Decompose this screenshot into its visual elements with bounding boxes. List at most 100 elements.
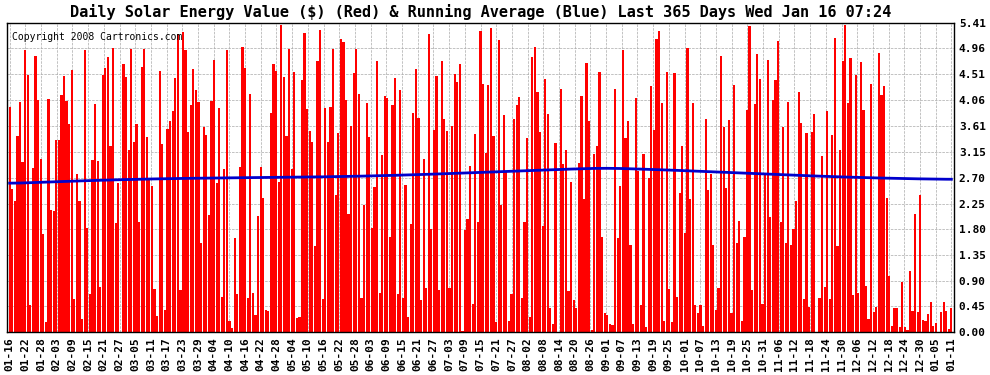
Bar [107, 57, 109, 332]
Bar [262, 198, 264, 332]
Bar [647, 178, 649, 332]
Bar [619, 186, 622, 332]
Bar [896, 308, 898, 332]
Bar [184, 50, 187, 332]
Bar [11, 189, 13, 332]
Bar [174, 78, 176, 332]
Bar [521, 298, 523, 332]
Bar [166, 129, 168, 332]
Bar [453, 74, 455, 332]
Bar [652, 130, 655, 332]
Bar [940, 312, 942, 332]
Bar [407, 317, 409, 332]
Bar [78, 201, 80, 332]
Bar [736, 243, 738, 332]
Bar [133, 142, 135, 332]
Bar [588, 121, 590, 332]
Bar [606, 315, 609, 332]
Bar [950, 308, 952, 332]
Bar [947, 330, 949, 332]
Bar [456, 82, 458, 332]
Bar [743, 237, 745, 332]
Bar [824, 287, 826, 332]
Bar [857, 293, 859, 332]
Bar [774, 80, 776, 332]
Bar [249, 94, 251, 332]
Bar [247, 298, 248, 332]
Bar [821, 156, 823, 332]
Bar [593, 154, 595, 332]
Bar [304, 33, 306, 332]
Bar [466, 219, 468, 332]
Bar [234, 238, 236, 332]
Bar [81, 319, 83, 332]
Bar [601, 237, 603, 332]
Bar [800, 123, 803, 332]
Bar [492, 136, 495, 332]
Bar [433, 130, 435, 332]
Bar [187, 132, 189, 332]
Bar [534, 47, 536, 332]
Bar [813, 114, 816, 332]
Bar [524, 222, 526, 332]
Bar [849, 58, 851, 332]
Bar [591, 330, 593, 332]
Bar [883, 87, 885, 332]
Bar [761, 304, 763, 332]
Bar [684, 233, 686, 332]
Bar [909, 271, 911, 332]
Bar [301, 80, 303, 332]
Bar [60, 95, 62, 332]
Bar [844, 25, 846, 332]
Bar [277, 182, 280, 332]
Bar [474, 134, 476, 332]
Bar [272, 64, 274, 332]
Bar [231, 328, 234, 332]
Bar [859, 62, 862, 332]
Bar [192, 69, 194, 332]
Bar [658, 31, 660, 332]
Bar [317, 61, 319, 332]
Bar [837, 246, 839, 332]
Bar [360, 298, 362, 332]
Bar [179, 290, 181, 332]
Bar [632, 324, 635, 332]
Bar [110, 146, 112, 332]
Bar [922, 320, 924, 332]
Bar [707, 190, 709, 332]
Bar [585, 63, 588, 332]
Bar [925, 321, 927, 332]
Bar [136, 124, 138, 332]
Bar [32, 168, 34, 332]
Bar [239, 166, 241, 332]
Bar [451, 126, 453, 332]
Bar [27, 75, 29, 332]
Bar [842, 61, 843, 332]
Bar [298, 317, 301, 332]
Bar [386, 98, 388, 332]
Bar [663, 321, 665, 332]
Bar [218, 108, 221, 332]
Bar [125, 77, 127, 332]
Bar [200, 243, 202, 332]
Bar [37, 100, 40, 332]
Bar [852, 295, 854, 332]
Bar [91, 160, 93, 332]
Bar [448, 288, 450, 332]
Bar [43, 234, 45, 332]
Bar [464, 230, 466, 332]
Bar [384, 96, 386, 332]
Bar [792, 230, 795, 332]
Bar [862, 110, 864, 332]
Bar [645, 327, 647, 332]
Bar [798, 92, 800, 332]
Bar [431, 230, 433, 332]
Bar [769, 217, 771, 332]
Bar [840, 150, 842, 332]
Bar [710, 174, 712, 332]
Bar [676, 297, 678, 332]
Bar [917, 312, 919, 332]
Bar [381, 155, 383, 332]
Bar [487, 85, 489, 332]
Bar [803, 299, 805, 332]
